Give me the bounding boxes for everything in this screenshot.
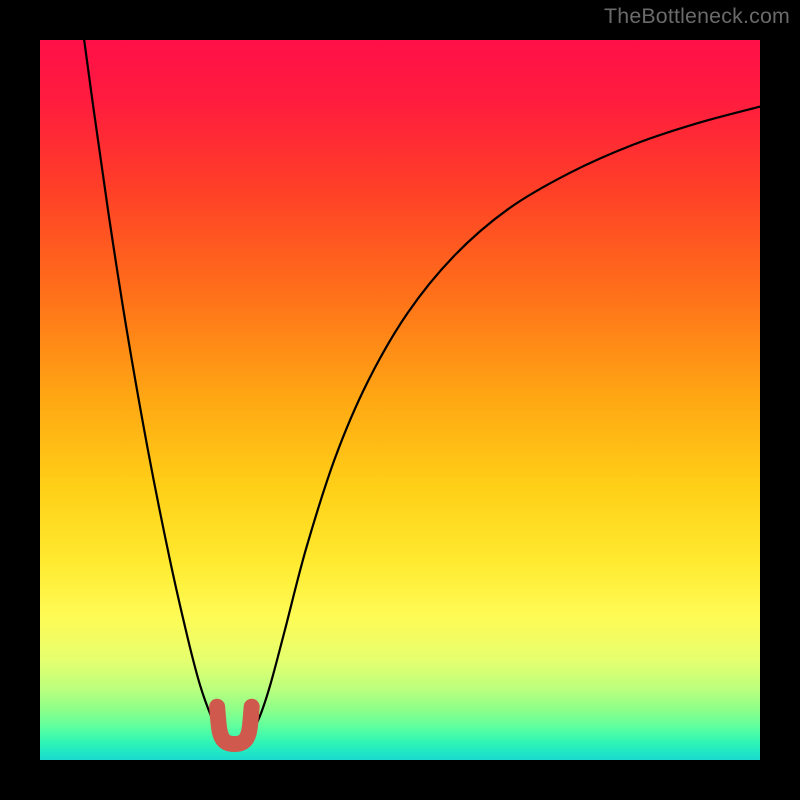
bottleneck-curve — [83, 40, 760, 744]
highlight-u-marker — [217, 707, 252, 744]
plot-svg — [40, 40, 760, 760]
watermark-text: TheBottleneck.com — [604, 4, 790, 29]
plot-area — [40, 40, 760, 760]
chart-stage: TheBottleneck.com — [0, 0, 800, 800]
